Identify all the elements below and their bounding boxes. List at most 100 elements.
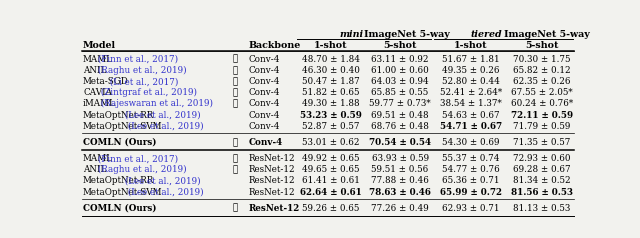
Text: ResNet-12: ResNet-12 — [249, 188, 296, 197]
Text: 60.24 ± 0.76*: 60.24 ± 0.76* — [511, 99, 573, 109]
Text: (Raghu et al., 2019): (Raghu et al., 2019) — [95, 66, 187, 75]
Text: (Lee et al., 2019): (Lee et al., 2019) — [125, 188, 204, 197]
Text: ✓: ✓ — [232, 55, 237, 64]
Text: (Rajeswaran et al., 2019): (Rajeswaran et al., 2019) — [98, 99, 213, 109]
Text: 52.80 ± 0.44: 52.80 ± 0.44 — [442, 77, 500, 86]
Text: 1-shot: 1-shot — [314, 41, 348, 50]
Text: ResNet-12: ResNet-12 — [249, 154, 296, 163]
Text: tiered: tiered — [470, 30, 502, 39]
Text: MetaOptNet-SVM: MetaOptNet-SVM — [83, 122, 163, 131]
Text: (Raghu et al., 2019): (Raghu et al., 2019) — [95, 165, 187, 174]
Text: 72.93 ± 0.60: 72.93 ± 0.60 — [513, 154, 571, 163]
Text: ✓: ✓ — [232, 165, 237, 174]
Text: 54.63 ± 0.67: 54.63 ± 0.67 — [442, 111, 499, 119]
Text: (Lee et al., 2019): (Lee et al., 2019) — [122, 176, 200, 185]
Text: 51.67 ± 1.81: 51.67 ± 1.81 — [442, 55, 499, 64]
Text: Meta-SGD: Meta-SGD — [83, 77, 129, 86]
Text: 5-shot: 5-shot — [525, 41, 559, 50]
Text: 69.51 ± 0.48: 69.51 ± 0.48 — [371, 111, 429, 119]
Text: 61.00 ± 0.60: 61.00 ± 0.60 — [371, 66, 429, 75]
Text: 49.35 ± 0.26: 49.35 ± 0.26 — [442, 66, 499, 75]
Text: 49.92 ± 0.65: 49.92 ± 0.65 — [302, 154, 360, 163]
Text: Conv-4: Conv-4 — [249, 99, 280, 109]
Text: 46.30 ± 0.40: 46.30 ± 0.40 — [302, 66, 360, 75]
Text: (Finn et al., 2017): (Finn et al., 2017) — [95, 154, 178, 163]
Text: ✓: ✓ — [232, 154, 237, 163]
Text: 65.82 ± 0.12: 65.82 ± 0.12 — [513, 66, 571, 75]
Text: Conv-4: Conv-4 — [249, 111, 280, 119]
Text: 5-shot: 5-shot — [383, 41, 417, 50]
Text: 52.87 ± 0.57: 52.87 ± 0.57 — [302, 122, 360, 131]
Text: 49.30 ± 1.88: 49.30 ± 1.88 — [302, 99, 360, 109]
Text: 70.30 ± 1.75: 70.30 ± 1.75 — [513, 55, 571, 64]
Text: COMLN (Ours): COMLN (Ours) — [83, 138, 157, 147]
Text: 62.35 ± 0.26: 62.35 ± 0.26 — [513, 77, 571, 86]
Text: 61.41 ± 0.61: 61.41 ± 0.61 — [302, 176, 360, 185]
Text: 63.11 ± 0.92: 63.11 ± 0.92 — [371, 55, 429, 64]
Text: 77.26 ± 0.49: 77.26 ± 0.49 — [371, 204, 429, 213]
Text: 51.82 ± 0.65: 51.82 ± 0.65 — [302, 88, 360, 97]
Text: 38.54 ± 1.37*: 38.54 ± 1.37* — [440, 99, 502, 109]
Text: MetaOptNet-RR: MetaOptNet-RR — [83, 111, 154, 119]
Text: 64.03 ± 0.94: 64.03 ± 0.94 — [371, 77, 429, 86]
Text: ✓: ✓ — [232, 138, 237, 147]
Text: (Finn et al., 2017): (Finn et al., 2017) — [95, 55, 178, 64]
Text: 70.54 ± 0.54: 70.54 ± 0.54 — [369, 138, 431, 147]
Text: 52.41 ± 2.64*: 52.41 ± 2.64* — [440, 88, 502, 97]
Text: ✓: ✓ — [232, 77, 237, 86]
Text: 65.85 ± 0.55: 65.85 ± 0.55 — [371, 88, 429, 97]
Text: 55.37 ± 0.74: 55.37 ± 0.74 — [442, 154, 499, 163]
Text: MAML: MAML — [83, 154, 113, 163]
Text: 50.47 ± 1.87: 50.47 ± 1.87 — [302, 77, 360, 86]
Text: 59.51 ± 0.56: 59.51 ± 0.56 — [371, 165, 429, 174]
Text: (Lee et al., 2019): (Lee et al., 2019) — [122, 111, 200, 119]
Text: ImageNet 5-way: ImageNet 5-way — [504, 30, 589, 39]
Text: ANIL: ANIL — [83, 66, 106, 75]
Text: (Zintgraf et al., 2019): (Zintgraf et al., 2019) — [98, 88, 197, 97]
Text: Conv-4: Conv-4 — [249, 77, 280, 86]
Text: 62.93 ± 0.71: 62.93 ± 0.71 — [442, 204, 499, 213]
Text: Model: Model — [83, 41, 116, 50]
Text: MetaOptNet-SVM: MetaOptNet-SVM — [83, 188, 163, 197]
Text: 81.13 ± 0.53: 81.13 ± 0.53 — [513, 204, 571, 213]
Text: 49.65 ± 0.65: 49.65 ± 0.65 — [302, 165, 360, 174]
Text: MAML: MAML — [83, 55, 113, 64]
Text: mini: mini — [339, 30, 364, 39]
Text: Conv-4: Conv-4 — [249, 138, 284, 147]
Text: ResNet-12: ResNet-12 — [249, 204, 300, 213]
Text: 54.71 ± 0.67: 54.71 ± 0.67 — [440, 122, 502, 131]
Text: 53.23 ± 0.59: 53.23 ± 0.59 — [300, 111, 362, 119]
Text: ResNet-12: ResNet-12 — [249, 176, 296, 185]
Text: 81.34 ± 0.52: 81.34 ± 0.52 — [513, 176, 571, 185]
Text: 59.26 ± 0.65: 59.26 ± 0.65 — [303, 204, 360, 213]
Text: CAVIA: CAVIA — [83, 88, 112, 97]
Text: 59.77 ± 0.73*: 59.77 ± 0.73* — [369, 99, 431, 109]
Text: ✓: ✓ — [232, 204, 237, 213]
Text: iMAML: iMAML — [83, 99, 116, 109]
Text: Conv-4: Conv-4 — [249, 122, 280, 131]
Text: MetaOptNet-RR: MetaOptNet-RR — [83, 176, 154, 185]
Text: COMLN (Ours): COMLN (Ours) — [83, 204, 157, 213]
Text: ResNet-12: ResNet-12 — [249, 165, 296, 174]
Text: 53.01 ± 0.62: 53.01 ± 0.62 — [302, 138, 360, 147]
Text: 1-shot: 1-shot — [454, 41, 488, 50]
Text: 65.36 ± 0.71: 65.36 ± 0.71 — [442, 176, 499, 185]
Text: 68.76 ± 0.48: 68.76 ± 0.48 — [371, 122, 429, 131]
Text: 62.64 ± 0.61: 62.64 ± 0.61 — [300, 188, 362, 197]
Text: (Lee et al., 2019): (Lee et al., 2019) — [125, 122, 204, 131]
Text: 81.56 ± 0.53: 81.56 ± 0.53 — [511, 188, 573, 197]
Text: 63.93 ± 0.59: 63.93 ± 0.59 — [371, 154, 429, 163]
Text: 65.99 ± 0.72: 65.99 ± 0.72 — [440, 188, 502, 197]
Text: 78.63 ± 0.46: 78.63 ± 0.46 — [369, 188, 431, 197]
Text: Conv-4: Conv-4 — [249, 66, 280, 75]
Text: ✓: ✓ — [232, 66, 237, 75]
Text: Backbone: Backbone — [249, 41, 301, 50]
Text: ANIL: ANIL — [83, 165, 106, 174]
Text: Conv-4: Conv-4 — [249, 55, 280, 64]
Text: ✓: ✓ — [232, 88, 237, 97]
Text: 71.79 ± 0.59: 71.79 ± 0.59 — [513, 122, 571, 131]
Text: ✓: ✓ — [232, 99, 237, 109]
Text: 54.30 ± 0.69: 54.30 ± 0.69 — [442, 138, 499, 147]
Text: 77.88 ± 0.46: 77.88 ± 0.46 — [371, 176, 429, 185]
Text: 67.55 ± 2.05*: 67.55 ± 2.05* — [511, 88, 573, 97]
